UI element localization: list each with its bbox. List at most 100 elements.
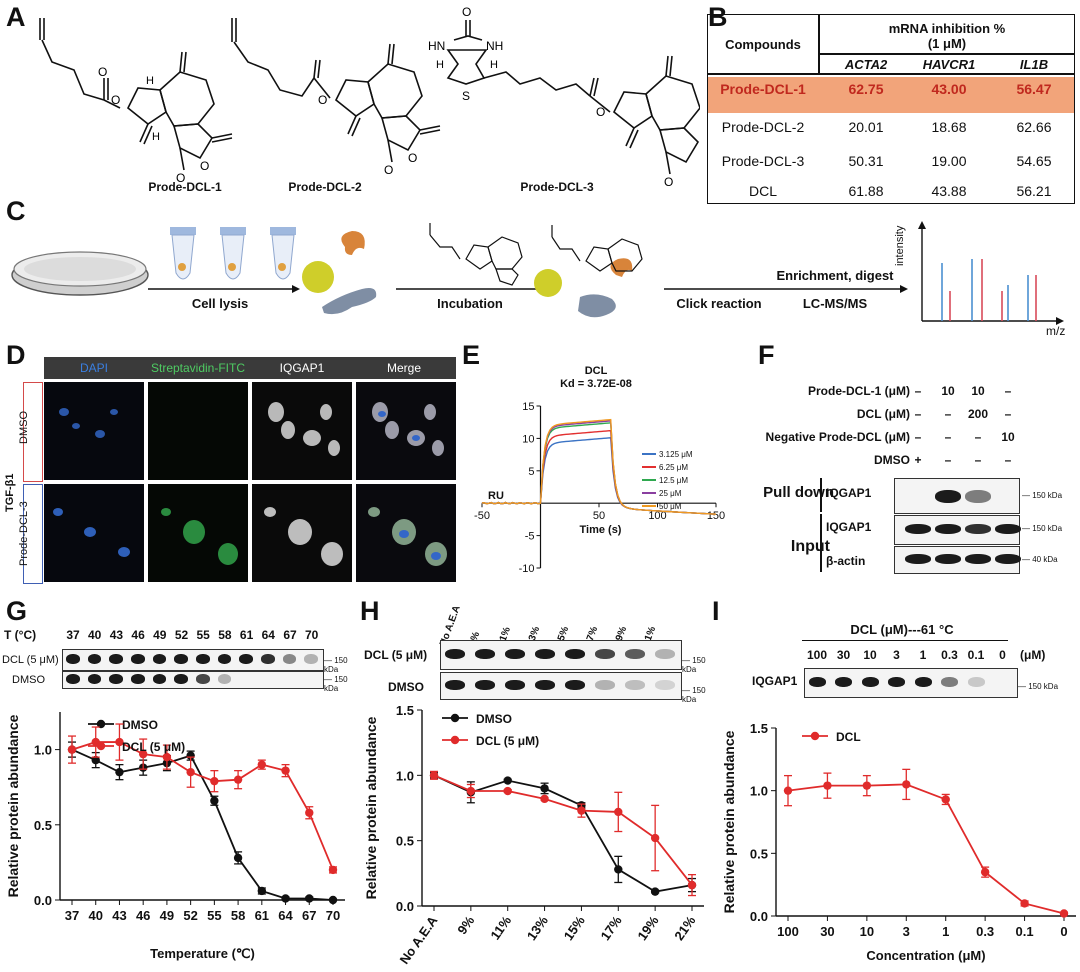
chart-point <box>257 886 267 896</box>
chart-ytick-label: 0.5 <box>750 846 768 861</box>
table-cell: 54.65 <box>1016 153 1052 169</box>
western-blot-strip <box>62 649 324 671</box>
panel-h-blot: No A.E.A9%11%13%15%17%19%21%DCL (5 μM)DM… <box>360 600 710 704</box>
legend-label: DCL (5 μM) <box>122 740 185 754</box>
pulldown-matrix-cell: 10 <box>971 384 985 398</box>
table-divider-sub <box>818 53 1074 55</box>
legend-marker <box>96 741 106 751</box>
chart-xtick-label: 13% <box>524 913 551 943</box>
pulldown-matrix-cell: – <box>1004 453 1012 467</box>
bracket-line <box>820 514 822 572</box>
chart-ylabel: Relative protein abundance <box>363 716 379 899</box>
pulldown-matrix-cell: – <box>974 453 982 467</box>
table-row-name: Prode-DCL-3 <box>721 153 805 169</box>
step-cell-lysis: Cell lysis <box>191 296 249 311</box>
atom-o: O <box>384 163 393 177</box>
blot-lane-label: 0 <box>999 648 1006 662</box>
protein-band <box>65 654 80 664</box>
chart-xtick-label: 10 <box>860 924 874 939</box>
chart-xtick-label: 0 <box>1060 924 1067 939</box>
pulldown-matrix-cell: – <box>1004 384 1012 398</box>
protein-band <box>505 680 525 690</box>
pulldown-matrix-cell: + <box>914 453 922 467</box>
side-label-tgf: TGF-β1 <box>4 473 16 513</box>
temperature-value: 61 <box>239 628 254 642</box>
temperature-value: 70 <box>305 628 319 642</box>
spr-ytick-label: 15 <box>522 401 534 413</box>
spr-xtick-label: 50 <box>593 510 605 522</box>
protein-band <box>282 654 297 664</box>
probe-bound-icon <box>534 258 633 318</box>
chart-point <box>687 880 697 890</box>
chart-xtick-label: 46 <box>136 908 150 923</box>
channel-dapi: DAPI <box>79 361 108 375</box>
spr-xtick-label: 150 <box>707 510 725 522</box>
table-row-highlight <box>708 77 1074 113</box>
chart-ytick-label: 1.0 <box>34 743 52 758</box>
protein-band <box>535 680 555 690</box>
kda-marker: — 150 kDa <box>324 675 348 693</box>
legend-marker <box>450 713 460 723</box>
panel-label-h: H <box>360 596 380 626</box>
chart-series-line <box>71 741 334 871</box>
actin-label: β-actin <box>826 554 866 568</box>
panel-label-e: E <box>462 340 481 370</box>
chart-xtick-label: 15% <box>561 913 588 943</box>
gene-il1b: IL1B <box>1019 57 1049 72</box>
petri-dish-icon <box>11 251 149 296</box>
chart-point <box>138 749 148 759</box>
pulldown-matrix-cell: – <box>944 407 952 421</box>
chart-point <box>540 784 549 793</box>
chart-xtick-label: 40 <box>88 908 102 923</box>
protein-band <box>655 680 675 690</box>
legend-marker <box>810 731 820 741</box>
protein-band <box>445 680 465 690</box>
chart-point <box>115 737 124 747</box>
chart-point <box>162 752 172 762</box>
structure-prode-dcl-2 <box>231 18 441 163</box>
table-cell: 20.01 <box>848 119 884 135</box>
pulldown-matrix-cell: 10 <box>1001 430 1015 444</box>
protein-band <box>935 490 961 503</box>
table-cell: 62.66 <box>1016 119 1052 135</box>
protein-band <box>565 649 585 659</box>
chart-point <box>233 853 243 863</box>
spr-xlabel: Time (s) <box>580 524 622 536</box>
protein-band <box>914 677 932 687</box>
atom-h: H <box>146 75 154 87</box>
table-header-conc: (1 μM) <box>927 36 967 51</box>
panel-label-c: C <box>6 196 26 226</box>
table-cell: 56.47 <box>1016 81 1052 97</box>
chart-point <box>466 786 476 796</box>
table-cell: 19.00 <box>931 153 967 169</box>
pulldown-matrix-cell: 200 <box>967 407 989 421</box>
table-cell: 50.31 <box>848 153 884 169</box>
temperature-value: 37 <box>66 628 80 642</box>
chart-xtick-label: 61 <box>255 908 269 923</box>
pulldown-label: Pull down <box>763 484 834 501</box>
chart-point <box>577 806 586 815</box>
chart-point <box>305 894 314 903</box>
spr-ytick-label: -10 <box>519 563 535 575</box>
row-box-prode <box>23 484 43 584</box>
temperature-value: 43 <box>109 628 124 642</box>
spr-ytick-label: 5 <box>528 466 534 478</box>
step-incubation: Incubation <box>437 296 503 311</box>
atom-o: O <box>462 5 471 19</box>
temperature-header: DCL (μM)---61 °C <box>850 622 954 637</box>
legend-label: DCL <box>836 730 861 744</box>
chart-xtick-label: 17% <box>598 913 625 943</box>
compound-caption-3: Prode-DCL-3 <box>520 180 594 194</box>
protein-band <box>965 554 991 564</box>
chart-point <box>650 887 660 896</box>
chart-ytick-label: 0.0 <box>750 909 768 924</box>
panel-label-d: D <box>6 340 26 370</box>
blot-lane-label: 0.3 <box>941 648 958 662</box>
protein-band <box>935 554 961 564</box>
pulldown-matrix-cell: – <box>1004 407 1012 421</box>
panel-g-blot: T (°C) 37 40 43 46 49 52 55 58 61 64 67 70 DCL (5 μM)… <box>0 628 360 693</box>
table-cell: 62.75 <box>848 81 884 97</box>
chart-point <box>210 796 219 805</box>
panel-b-table-wrap: Compounds mRNA inhibition % (1 μM) ACTA2… <box>707 14 1075 204</box>
row-label-prode: Prode-DCL-3 <box>18 501 30 566</box>
